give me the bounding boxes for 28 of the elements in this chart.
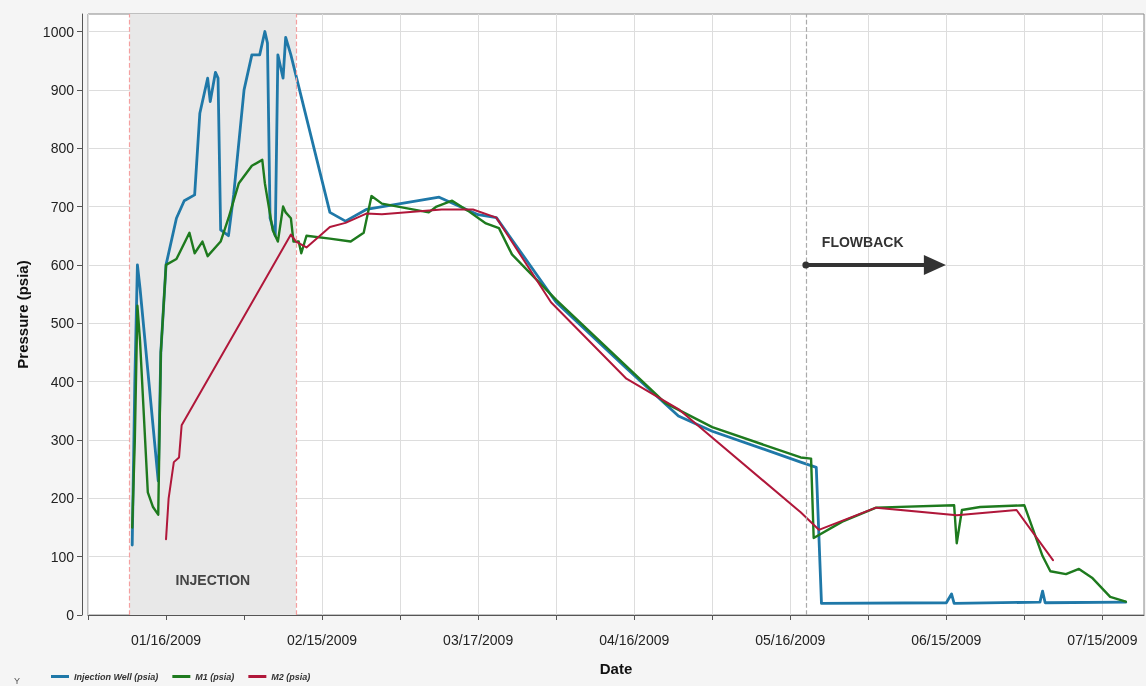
y-tick-label: 700 <box>50 198 75 215</box>
x-tick-label: 05/16/2009 <box>755 632 826 648</box>
y-tick-label: 500 <box>50 315 75 332</box>
y-axis-title: Pressure (psia) <box>14 260 31 369</box>
legend-title: Y <box>14 675 21 686</box>
x-tick-label: 06/15/2009 <box>911 632 982 648</box>
y-tick-label: 600 <box>50 256 75 273</box>
annotation: FLOWBACK <box>821 233 904 250</box>
x-axis-title: Date <box>599 660 633 677</box>
y-tick-label: 100 <box>50 548 75 565</box>
legend-label: Injection Well (psia) <box>74 671 159 682</box>
x-tick-label: 01/16/2009 <box>130 632 202 648</box>
x-tick-label: 02/15/2009 <box>287 632 358 648</box>
x-tick-label: 07/15/2009 <box>1067 632 1138 648</box>
x-tick-label: 03/17/2009 <box>443 632 514 648</box>
y-tick-label: 800 <box>50 140 75 157</box>
y-tick-label: 900 <box>50 81 75 98</box>
line-series <box>131 158 1127 603</box>
y-tick-label: 1000 <box>42 23 75 40</box>
y-tick-label: 400 <box>50 373 75 390</box>
line-series <box>165 208 1054 562</box>
legend-label: M2 (psia) <box>271 671 311 682</box>
legend-label: M1 (psia) <box>195 671 235 682</box>
y-tick-label: 300 <box>50 431 75 448</box>
y-tick-label: 0 <box>66 607 75 623</box>
y-tick-label: 200 <box>50 490 75 507</box>
band-label: INJECTION <box>175 572 251 588</box>
x-tick-label: 04/16/2009 <box>599 632 670 648</box>
